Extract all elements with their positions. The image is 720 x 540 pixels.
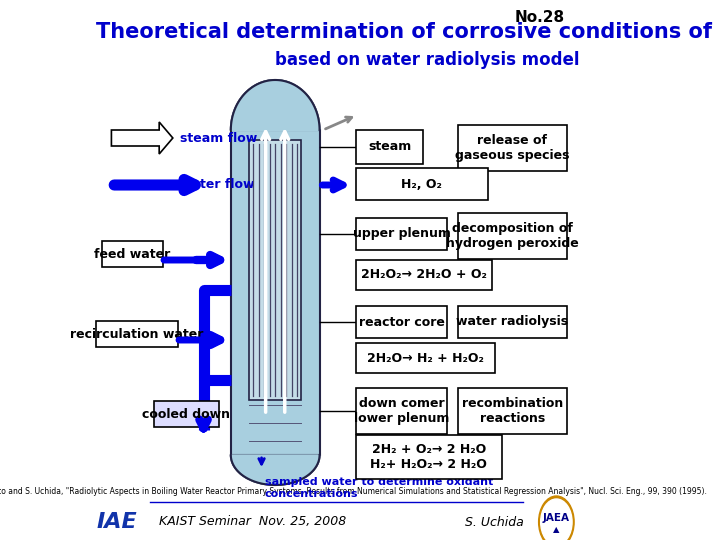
FancyBboxPatch shape bbox=[154, 401, 219, 427]
Bar bbox=[231, 130, 320, 455]
Text: down comer
lower plenum: down comer lower plenum bbox=[354, 397, 449, 425]
Text: 2H₂O→ H₂ + H₂O₂: 2H₂O→ H₂ + H₂O₂ bbox=[367, 352, 484, 365]
Polygon shape bbox=[231, 80, 320, 130]
FancyBboxPatch shape bbox=[458, 125, 567, 171]
Text: cooled down: cooled down bbox=[143, 408, 230, 421]
FancyBboxPatch shape bbox=[356, 260, 492, 290]
FancyBboxPatch shape bbox=[356, 388, 447, 434]
Text: decomposition of
hydrogen peroxide: decomposition of hydrogen peroxide bbox=[446, 222, 579, 250]
Text: No.28: No.28 bbox=[515, 10, 565, 25]
Text: release of
gaseous species: release of gaseous species bbox=[455, 134, 570, 162]
Text: S. Uchida: S. Uchida bbox=[465, 516, 523, 529]
FancyBboxPatch shape bbox=[458, 306, 567, 338]
Text: steam flow: steam flow bbox=[180, 132, 257, 145]
Text: recirculation water: recirculation water bbox=[70, 327, 203, 341]
FancyBboxPatch shape bbox=[356, 218, 447, 250]
Text: KAIST Seminar  Nov. 25, 2008: KAIST Seminar Nov. 25, 2008 bbox=[159, 516, 346, 529]
Text: sampled water to determine oxidant
concentrations: sampled water to determine oxidant conce… bbox=[265, 477, 493, 498]
Bar bbox=[249, 140, 301, 400]
Text: steam: steam bbox=[368, 140, 411, 153]
Text: water radiolysis: water radiolysis bbox=[456, 315, 568, 328]
Text: IAE: IAE bbox=[96, 512, 137, 532]
Polygon shape bbox=[112, 122, 173, 154]
FancyBboxPatch shape bbox=[356, 343, 495, 373]
FancyBboxPatch shape bbox=[356, 130, 423, 164]
Text: upper plenum: upper plenum bbox=[353, 227, 451, 240]
Text: JAEA: JAEA bbox=[543, 513, 570, 523]
Text: feed water: feed water bbox=[94, 247, 170, 260]
FancyBboxPatch shape bbox=[458, 213, 567, 259]
Text: H₂, O₂: H₂, O₂ bbox=[402, 178, 442, 191]
FancyBboxPatch shape bbox=[96, 321, 178, 347]
Text: based on water radiolysis model: based on water radiolysis model bbox=[275, 51, 580, 69]
Polygon shape bbox=[231, 455, 320, 485]
FancyBboxPatch shape bbox=[102, 241, 163, 267]
FancyBboxPatch shape bbox=[458, 388, 567, 434]
Text: ▲: ▲ bbox=[553, 525, 559, 535]
Text: 2H₂ + O₂→ 2 H₂O
H₂+ H₂O₂→ 2 H₂O: 2H₂ + O₂→ 2 H₂O H₂+ H₂O₂→ 2 H₂O bbox=[370, 443, 487, 471]
Circle shape bbox=[541, 499, 572, 540]
FancyBboxPatch shape bbox=[356, 306, 447, 338]
Text: 2H₂O₂→ 2H₂O + O₂: 2H₂O₂→ 2H₂O + O₂ bbox=[361, 268, 487, 281]
Text: reactor core: reactor core bbox=[359, 315, 444, 328]
Text: water flow: water flow bbox=[180, 179, 254, 192]
Text: Ref.  R. Ito and S. Uchida, "Radiolytic Aspects in Boiling Water Reactor Primary: Ref. R. Ito and S. Uchida, "Radiolytic A… bbox=[0, 488, 706, 496]
FancyBboxPatch shape bbox=[356, 168, 488, 200]
Circle shape bbox=[539, 496, 574, 540]
Text: Theoretical determination of corrosive conditions of BWRs: Theoretical determination of corrosive c… bbox=[96, 22, 720, 42]
Text: recombination
reactions: recombination reactions bbox=[462, 397, 563, 425]
FancyBboxPatch shape bbox=[356, 435, 502, 479]
